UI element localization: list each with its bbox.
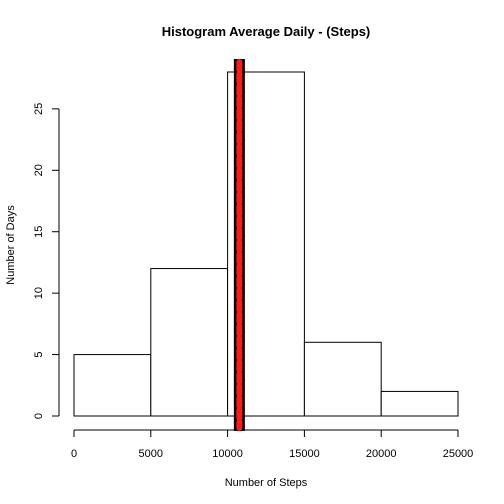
x-tick-label: 0 — [71, 448, 77, 460]
y-axis: 0 5 10 15 20 25 — [33, 103, 60, 419]
histogram-bar-2 — [150, 268, 229, 417]
x-tick-label: 5000 — [139, 448, 163, 460]
x-axis-label: Number of Steps — [225, 477, 308, 489]
histogram-bar-4 — [303, 341, 382, 417]
y-tick-label: 0 — [33, 413, 45, 419]
chart-title: Histogram Average Daily - (Steps) — [162, 24, 371, 39]
histogram-bar-1 — [73, 354, 152, 417]
y-tick-label: 15 — [33, 226, 45, 238]
y-axis-label: Number of Days — [5, 205, 17, 285]
x-tick-label: 15000 — [289, 448, 320, 460]
y-tick-label: 25 — [33, 103, 45, 115]
x-tick-label: 20000 — [366, 448, 397, 460]
bars-group — [73, 71, 459, 417]
x-tick-label: 25000 — [443, 448, 474, 460]
x-axis: 0 5000 10000 15000 20000 25000 — [71, 429, 474, 460]
histogram-bar-5 — [380, 390, 459, 417]
x-tick-label: 10000 — [212, 448, 243, 460]
y-tick-label: 5 — [33, 352, 45, 358]
y-tick-label: 20 — [33, 164, 45, 176]
y-tick-label: 10 — [33, 287, 45, 299]
